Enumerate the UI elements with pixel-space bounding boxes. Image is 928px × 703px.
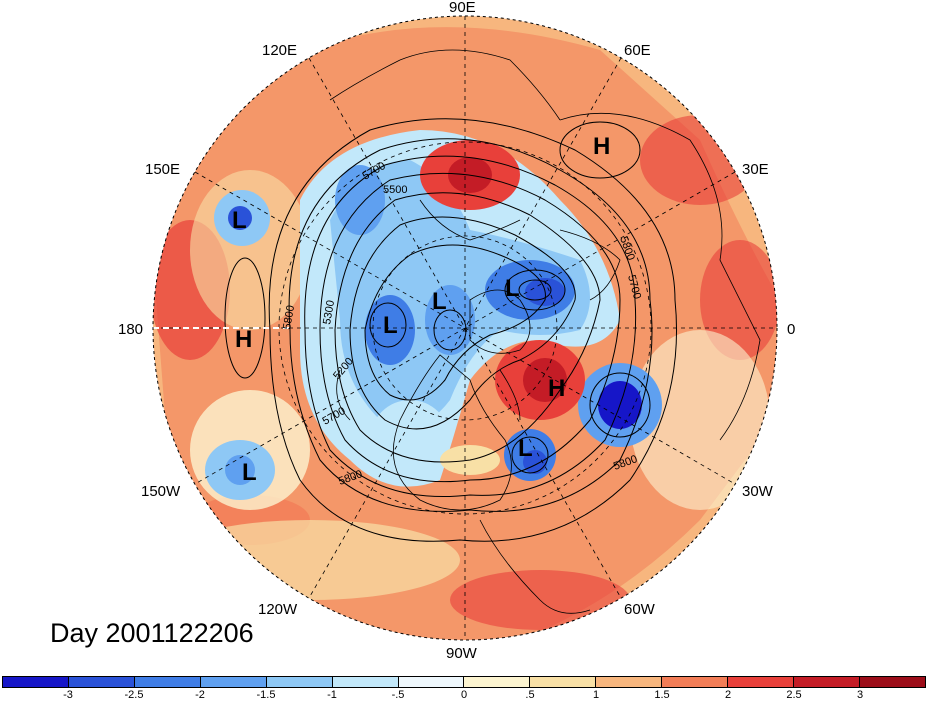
colorbar-label: 2.5 (786, 689, 802, 701)
colorbar-label: -1.5 (256, 689, 276, 701)
colorbar-segment (266, 677, 333, 687)
anomaly-field (153, 16, 777, 640)
colorbar-label: .5 (525, 689, 535, 701)
colorbar-segment (859, 677, 925, 687)
low-marker: L (518, 435, 533, 462)
lon-label-150e: 150E (145, 161, 180, 178)
colorbar-label: -.5 (391, 689, 405, 701)
high-marker: H (235, 326, 252, 353)
lon-label-180: 180 (118, 321, 143, 338)
colorbar (2, 676, 926, 688)
colorbar-segment (398, 677, 465, 687)
contour-label: 5500 (383, 184, 407, 196)
lon-label-30w: 30W (742, 483, 774, 500)
colorbar-segment (728, 677, 795, 687)
low-marker: L (242, 459, 257, 486)
low-marker: L (232, 207, 247, 234)
lon-label-150w: 150W (141, 483, 181, 500)
lon-label-0: 0 (787, 321, 795, 338)
colorbar-segment (464, 677, 531, 687)
colorbar-label: -2 (195, 689, 205, 701)
map-title: Day 2001122206 (50, 618, 254, 648)
colorbar-segment (200, 677, 267, 687)
colorbar-label: -3 (63, 689, 73, 701)
colorbar-segment (332, 677, 399, 687)
colorbar-labels: -3 -2.5 -2 -1.5 -1 -.5 0 .5 1 1.5 2 2.5 … (0, 689, 928, 703)
colorbar-label: -1 (327, 689, 337, 701)
low-marker: L (432, 288, 447, 315)
colorbar-label: 1 (592, 689, 600, 701)
colorbar-segment (134, 677, 201, 687)
lon-label-90e: 90E (449, 0, 476, 16)
colorbar-segment (662, 677, 729, 687)
high-marker: H (548, 375, 565, 402)
colorbar-label: 1.5 (654, 689, 670, 701)
colorbar-segment (596, 677, 663, 687)
low-marker: L (383, 312, 398, 339)
map-boundary (152, 15, 778, 641)
colorbar-segment (68, 677, 135, 687)
colorbar-label: 0 (460, 689, 468, 701)
lon-label-60w: 60W (624, 601, 656, 618)
lon-label-60e: 60E (624, 42, 651, 59)
coastlines (329, 49, 761, 614)
lon-label-120w: 120W (258, 601, 298, 618)
contour-label: 5300 (321, 299, 337, 325)
colorbar-label: 2 (724, 689, 732, 701)
colorbar-segment (530, 677, 597, 687)
colorbar-segment (3, 677, 69, 687)
colorbar-label: 3 (856, 689, 864, 701)
colorbar-segment (794, 677, 860, 687)
lon-label-120e: 120E (262, 42, 297, 59)
low-marker: L (505, 275, 520, 302)
high-marker: H (593, 133, 610, 160)
contour-label: 5800 (281, 304, 297, 330)
longitude-label-group: 90E 60E 30E 0 30W 60W 90W 120W 150W 180 … (118, 0, 795, 662)
colorbar-label: -2.5 (124, 689, 144, 701)
lon-label-90w: 90W (446, 645, 478, 662)
pressure-center-group: H L H L L L L H L (232, 133, 610, 486)
lon-label-30e: 30E (742, 161, 769, 178)
